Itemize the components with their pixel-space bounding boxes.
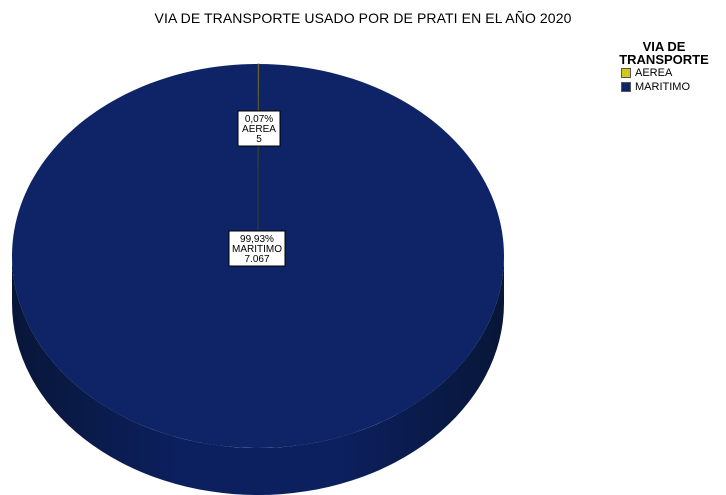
data-label-value-aerea: 5 [256, 134, 262, 145]
data-label-percent-maritimo: 99,93% [240, 234, 274, 245]
pie-side [12, 256, 504, 495]
chart-title: VIA DE TRANSPORTE USADO POR DE PRATI EN … [154, 10, 572, 26]
legend-swatch-maritimo [621, 82, 631, 92]
data-label-value-maritimo: 7.067 [244, 254, 269, 265]
data-label-percent-aerea: 0,07% [245, 114, 273, 125]
legend-label-maritimo: MARITIMO [635, 81, 690, 93]
legend-item-aerea: AEREA [604, 67, 726, 80]
pie-side-face [12, 256, 504, 495]
legend-item-maritimo: MARITIMO [604, 81, 726, 94]
legend-title: VIA DE TRANSPORTE [604, 40, 724, 66]
data-label-category-maritimo: MARITIMO [232, 244, 282, 255]
legend: VIA DE TRANSPORTE AEREA MARITIMO [604, 40, 726, 94]
data-label-category-aerea: AEREA [242, 124, 276, 135]
legend-title-line-1: VIA DE [642, 39, 686, 54]
legend-label-aerea: AEREA [635, 67, 673, 79]
data-label-box-aerea [237, 110, 281, 147]
data-label-box-maritimo [228, 230, 286, 267]
legend-swatch-aerea [621, 68, 631, 78]
legend-title-line-2: TRANSPORTE [619, 52, 709, 67]
